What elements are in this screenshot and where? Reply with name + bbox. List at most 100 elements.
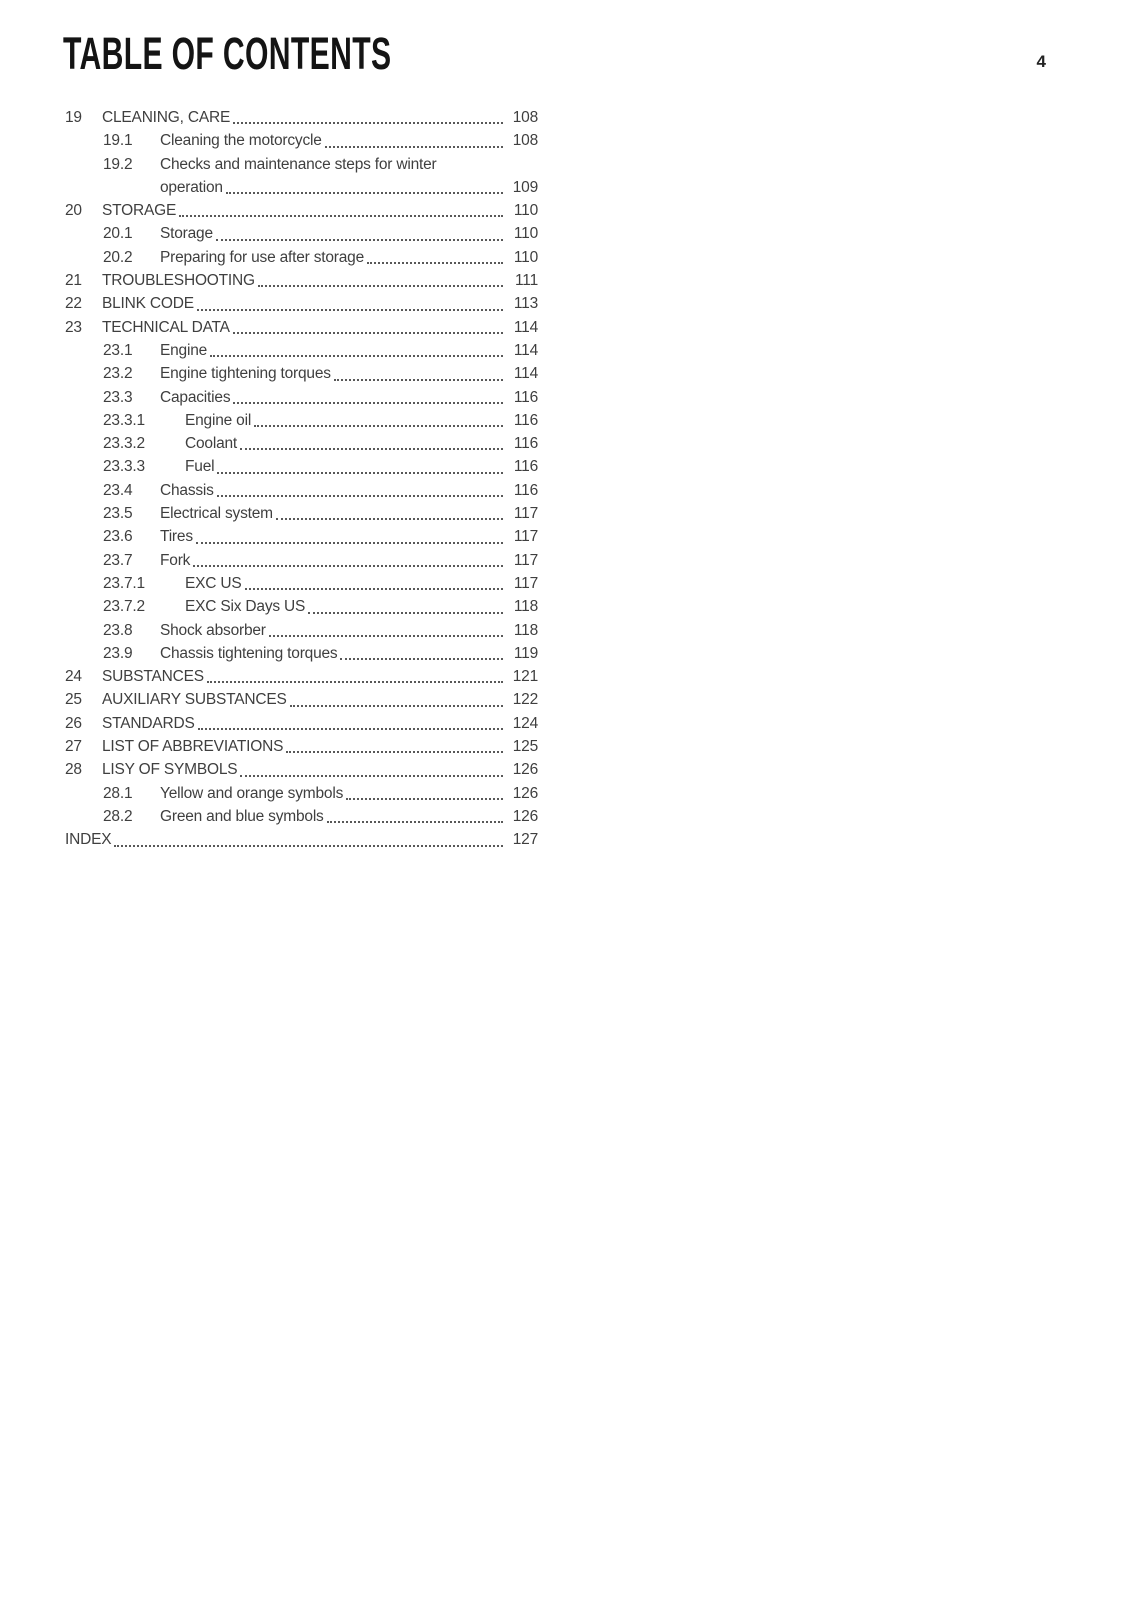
toc-entry-number: 23.7: [103, 551, 133, 569]
toc-leader-dots: [240, 448, 503, 451]
toc-entry-number: 27: [65, 738, 82, 756]
toc-entry-label: Engine tightening torques: [160, 365, 331, 383]
toc-leader-dots: [289, 704, 503, 707]
toc-leader-dots: [340, 658, 503, 661]
toc-leader-dots: [216, 495, 503, 498]
toc-entry: 20.1 Storage 110: [65, 222, 538, 245]
toc-entry: 25 AUXILIARY SUBSTANCES 122: [65, 688, 538, 711]
toc-entry-page: 116: [513, 388, 538, 406]
toc-entry-page: 108: [512, 132, 538, 150]
toc-leader-dots: [196, 308, 503, 311]
toc-entry: INDEX 127: [65, 828, 538, 851]
toc-entry-number: 23.3.1: [103, 411, 145, 429]
toc-entry-label: Tires: [160, 528, 193, 546]
toc-entry-label: Engine: [160, 341, 208, 359]
toc-entry-page: 118: [513, 621, 538, 639]
toc-leader-dots: [346, 797, 503, 800]
toc-leader-dots: [114, 844, 503, 847]
toc-leader-dots: [233, 401, 503, 404]
toc-entry-page: 126: [512, 807, 538, 825]
toc-entry: 23.4 Chassis 116: [65, 479, 538, 502]
toc-leader-dots: [225, 192, 503, 195]
toc-entry: 23.3.3 Fuel 116: [65, 455, 538, 478]
toc-entry: 23.3.2 Coolant 116: [65, 432, 538, 455]
toc-leader-dots: [268, 634, 503, 637]
toc-entry: 23 TECHNICAL DATA 114: [65, 316, 538, 339]
toc-entry-number: 28.1: [103, 784, 133, 802]
toc-entry-continuation: operation 109: [65, 176, 538, 199]
toc-entry-label: Coolant: [185, 435, 238, 453]
toc-entry-label: Cleaning the motorcycle: [160, 132, 322, 150]
toc-entry-page: 117: [513, 528, 538, 546]
toc-leader-dots: [254, 425, 503, 428]
toc-entry-label: STANDARDS: [102, 714, 195, 732]
toc-entry-number: 23: [65, 318, 82, 336]
toc-entry: 21 TROUBLESHOOTING 111: [65, 269, 538, 292]
toc-leader-dots: [275, 518, 503, 521]
toc-entry: 23.7.2 EXC Six Days US 118: [65, 595, 538, 618]
toc-leader-dots: [324, 145, 503, 148]
toc-leader-dots: [257, 285, 503, 288]
toc-entry-label: Yellow and orange symbols: [160, 784, 344, 802]
toc-entry-label: TROUBLESHOOTING: [102, 272, 255, 290]
toc-entry-number: 23.6: [103, 528, 133, 546]
toc-entry-label: Storage: [160, 225, 213, 243]
toc-entry-label: Checks and maintenance steps for winter: [160, 155, 437, 173]
toc-entry-number: 28.2: [103, 807, 133, 825]
toc-entry: 26 STANDARDS 124: [65, 712, 538, 735]
toc-entry-page: 125: [512, 738, 538, 756]
toc-entry-page: 108: [512, 109, 538, 126]
toc-leader-dots: [286, 751, 503, 754]
toc-entry-label: AUXILIARY SUBSTANCES: [102, 691, 287, 709]
toc-entry-page: 116: [513, 481, 538, 499]
toc-entry-page: 111: [515, 272, 538, 290]
toc-entry-label: Capacities: [160, 388, 231, 406]
toc-entry: 23.3 Capacities 116: [65, 386, 538, 409]
toc-entry-number: 23.7.1: [103, 574, 145, 592]
toc-entry-page: 109: [512, 178, 538, 196]
toc-entry-page: 126: [512, 784, 538, 802]
toc-entry-label: EXC US: [185, 574, 242, 592]
toc-entry-number: 19.2: [103, 155, 133, 173]
toc-entry-number: 20: [65, 202, 82, 220]
toc-leader-dots: [326, 821, 503, 824]
toc-leader-dots: [206, 681, 503, 684]
toc-entry: 23.7 Fork 117: [65, 549, 538, 572]
toc-leader-dots: [217, 471, 503, 474]
toc-entry-page: 116: [513, 411, 538, 429]
toc-entry-number: 26: [65, 714, 82, 732]
toc-entry-label: Chassis tightening torques: [160, 644, 338, 662]
toc-entry-number: 23.3.3: [103, 458, 145, 476]
toc-entry-label: EXC Six Days US: [185, 598, 306, 616]
toc-entry: 23.6 Tires 117: [65, 525, 538, 548]
toc-entry-number: 19: [65, 109, 82, 126]
toc-entry-page: 122: [512, 691, 538, 709]
toc-entry-label: LISY OF SYMBOLS: [102, 761, 238, 779]
toc-entry-page: 113: [513, 295, 538, 313]
toc-entry-label: LIST OF ABBREVIATIONS: [102, 738, 284, 756]
toc-leader-dots: [308, 611, 503, 614]
toc-entry-number: [103, 176, 160, 199]
toc-entry-number: 23.9: [103, 644, 133, 662]
toc-entry: 23.2 Engine tightening torques 114: [65, 362, 538, 385]
toc-entry: 23.7.1 EXC US 117: [65, 572, 538, 595]
toc-entry-label: INDEX: [65, 831, 112, 849]
toc-entry-label: CLEANING, CARE: [102, 109, 231, 126]
toc-entry-label: operation: [160, 178, 223, 196]
toc-entry: 28.2 Green and blue symbols 126: [65, 805, 538, 828]
toc-entry-label: Electrical system: [160, 505, 273, 523]
toc-entry-number: 23.7.2: [103, 598, 145, 616]
toc-entry: 20 STORAGE 110: [65, 199, 538, 222]
toc-entry-page: 126: [512, 761, 538, 779]
toc-entry-label: SUBSTANCES: [102, 668, 204, 686]
toc-entry-number: 28: [65, 761, 82, 779]
toc-entry-page: 110: [513, 202, 538, 220]
toc-entry: 19.2 Checks and maintenance steps for win…: [65, 153, 538, 176]
toc-leader-dots: [197, 728, 503, 731]
toc-leader-dots: [240, 774, 503, 777]
toc-entry-number: 23.5: [103, 505, 133, 523]
toc-leader-dots: [333, 378, 503, 381]
toc-entry-label: Shock absorber: [160, 621, 266, 639]
toc-leader-dots: [193, 564, 503, 567]
